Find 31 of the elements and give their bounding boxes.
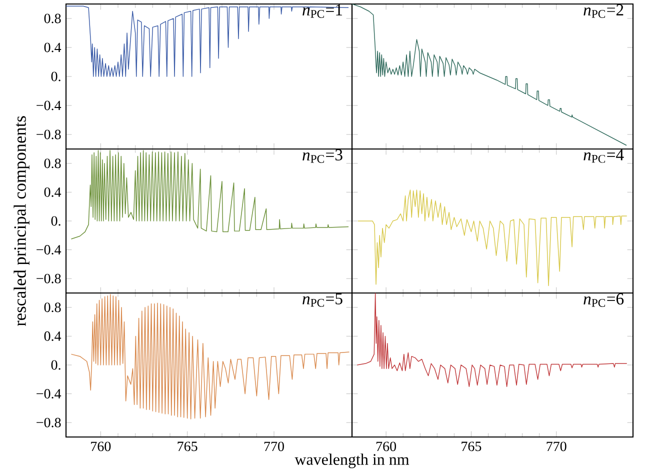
line-series [70,150,349,240]
y-tick-label: −0.4 [36,100,62,110]
chart-title: n$_{PC}$=3 [302,149,342,163]
x-axis-title: wavelength in nm [294,454,410,468]
y-tick-label: 0. [51,72,60,82]
x-tick-label: 760 [91,442,111,452]
chart-title: n$_{PC}$=4 [584,149,624,163]
y-tick-label: 0.8 [44,14,61,24]
y-tick-label: 0.4 [44,42,62,52]
y-axis-title: rescaled principal components [14,116,30,326]
x-tick-label: 770 [264,442,284,452]
x-tick-label: 770 [546,442,566,452]
y-tick-label: −0.8 [36,418,61,428]
x-tick-label: 760 [376,442,396,452]
y-tick-label: 0. [51,360,60,370]
y-tick-label: −0.8 [36,274,61,284]
y-tick-label: 0.8 [44,302,61,312]
y-tick-label: 0.4 [44,187,62,197]
x-tick-label: 765 [462,442,482,452]
y-tick-label: 0.4 [44,331,62,341]
line-series [66,6,349,77]
y-tick-label: 0.8 [44,158,61,168]
line-series [70,294,350,420]
chart-title: n$_{PC}$=6 [584,293,624,307]
x-tick-label: 765 [178,442,198,452]
chart-title: n$_{PC}$=2 [584,4,624,18]
chart-title: n$_{PC}$=1 [302,4,342,18]
y-tick-label: −0.4 [36,389,62,399]
y-tick-label: −0.8 [36,130,61,140]
y-tick-label: 0. [51,216,60,226]
y-tick-label: −0.4 [36,245,62,255]
